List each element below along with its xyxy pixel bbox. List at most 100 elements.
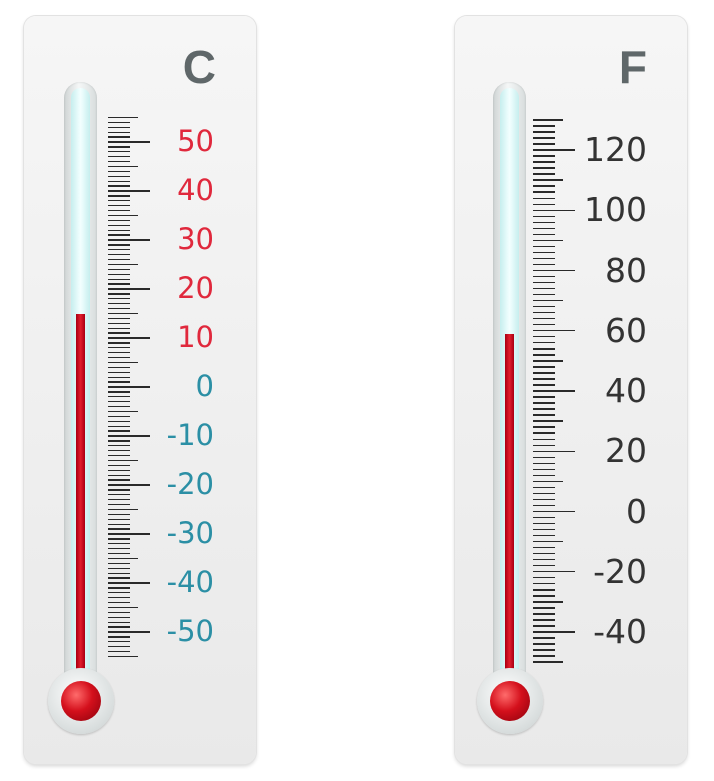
scale-tick: [533, 516, 555, 519]
scale-label: -10: [166, 418, 214, 452]
scale-tick: [533, 324, 555, 326]
scale-tick: [533, 426, 555, 428]
scale-tick: [108, 239, 150, 241]
scale-tick: [533, 330, 575, 332]
scale-label: -50: [166, 614, 214, 648]
scale-tick: [533, 456, 555, 458]
scale-tick: [108, 538, 130, 540]
scale-tick: [108, 592, 130, 594]
scale-tick: [108, 278, 130, 280]
scale-tick: [533, 583, 555, 585]
scale-tick: [533, 305, 555, 308]
scale-tick: [108, 205, 130, 207]
scale-tick: [533, 504, 555, 507]
fahrenheit-bulb: [477, 668, 543, 734]
scale-tick: [533, 384, 555, 386]
scale-tick: [108, 450, 130, 452]
scale-tick: [108, 582, 150, 584]
scale-tick: [108, 175, 130, 177]
scale-tick: [108, 435, 150, 437]
scale-tick: [108, 165, 138, 168]
scale-tick: [108, 258, 130, 261]
scale-tick: [533, 492, 555, 495]
scale-tick: [533, 137, 555, 139]
scale-tick: [533, 528, 555, 531]
scale-label: -20: [593, 551, 647, 591]
celsius-mercury-column: [76, 313, 85, 688]
scale-tick: [533, 649, 555, 651]
scale-tick: [533, 637, 555, 639]
scale-tick: [533, 390, 575, 392]
scale-label: 30: [177, 222, 214, 256]
scale-tick: [533, 396, 555, 398]
celsius-thermometer: C 50 40 30 20 10 0 -10 -20 -30 -40 -50: [24, 16, 256, 764]
scale-tick: [108, 513, 130, 516]
scale-tick: [108, 479, 130, 481]
scale-tick: [108, 606, 138, 609]
scale-tick: [533, 522, 555, 525]
scale-tick: [108, 518, 130, 520]
scale-tick: [108, 185, 130, 187]
scale-label: 40: [177, 173, 214, 207]
scale-tick: [108, 440, 130, 442]
scale-tick: [108, 170, 130, 173]
scale-tick: [533, 342, 555, 344]
scale-tick: [108, 572, 130, 574]
scale-tick: [533, 209, 575, 211]
scale-tick: [533, 540, 563, 543]
scale-tick: [533, 619, 555, 621]
scale-tick: [533, 552, 555, 555]
scale-tick: [533, 625, 555, 627]
scale-tick: [108, 484, 150, 486]
scale-tick: [533, 432, 555, 434]
celsius-scale: 50 40 30 20 10 0 -10 -20 -30 -40 -50: [24, 16, 256, 764]
scale-tick: [108, 548, 130, 550]
scale-tick: [533, 299, 563, 302]
scale-tick: [108, 464, 130, 467]
scale-tick: [108, 489, 130, 491]
scale-label: 50: [177, 124, 214, 158]
scale-tick: [533, 221, 555, 223]
scale-tick: [108, 224, 130, 226]
scale-label: -40: [166, 565, 214, 599]
scale-tick: [108, 587, 130, 589]
celsius-bulb: [48, 668, 114, 734]
scale-tick: [108, 655, 138, 658]
scale-tick: [533, 534, 555, 537]
scale-tick: [533, 372, 555, 374]
scale-tick: [533, 589, 555, 591]
scale-label: 10: [177, 320, 214, 354]
scale-tick: [108, 229, 130, 231]
scale-tick: [533, 366, 555, 368]
scale-tick: [533, 354, 555, 356]
scale-tick: [108, 474, 130, 476]
scale-label: 0: [626, 491, 647, 531]
scale-tick: [108, 307, 130, 310]
scale-tick: [533, 577, 555, 579]
scale-tick: [108, 298, 130, 300]
scale-tick: [533, 191, 555, 193]
scale-tick: [533, 462, 555, 464]
scale-tick: [533, 336, 555, 338]
scale-tick: [108, 200, 130, 202]
celsius-unit-label: C: [182, 41, 216, 93]
scale-tick: [533, 643, 555, 645]
scale-tick: [108, 283, 130, 285]
scale-tick: [108, 160, 130, 163]
scale-tick: [108, 116, 138, 119]
scale-tick: [108, 293, 130, 295]
scale-tick: [533, 119, 563, 121]
scale-tick: [108, 616, 130, 618]
scale-tick: [108, 322, 130, 324]
scale-tick: [108, 469, 130, 471]
scale-tick: [108, 641, 130, 643]
scale-tick: [108, 366, 130, 369]
fahrenheit-mercury-column: [505, 333, 514, 688]
scale-tick: [533, 233, 555, 236]
scale-tick: [533, 498, 555, 501]
scale-label: 80: [605, 250, 647, 290]
scale-tick: [533, 155, 555, 157]
scale-tick: [533, 450, 575, 452]
scale-tick: [533, 167, 555, 169]
scale-tick: [533, 601, 563, 603]
